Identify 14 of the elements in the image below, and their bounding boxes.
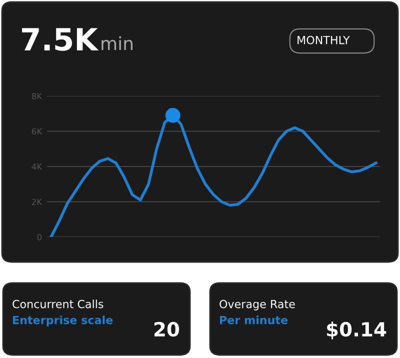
text: 20 [154, 322, 180, 337]
y-tick-label: 8K [32, 92, 42, 100]
y-tick-label: 0 [37, 234, 42, 240]
chart-subtitle: min [102, 36, 133, 50]
text: $0.14 [327, 322, 386, 340]
text: MONTHLY [298, 36, 350, 44]
chart-title: 7.5K [22, 28, 99, 51]
y-tick-label: 6K [32, 128, 42, 135]
text: Concurrent Calls [12, 300, 104, 308]
text: Per minute [220, 316, 288, 324]
y-tick-label: 4K [32, 164, 42, 170]
text: Overage Rate [220, 300, 295, 310]
y-tick-label: 2K [32, 198, 42, 205]
text: Enterprise scale [13, 316, 113, 326]
